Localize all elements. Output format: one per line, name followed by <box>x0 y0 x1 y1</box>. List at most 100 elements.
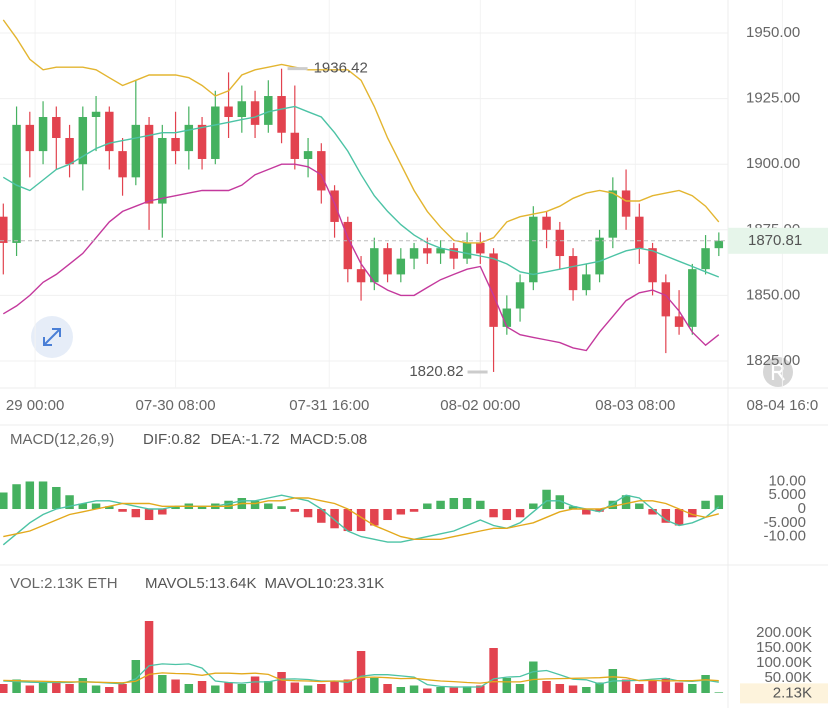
min-label: 1820.82 <box>409 363 463 380</box>
volume-bar <box>277 672 286 693</box>
macd-bar <box>701 500 710 510</box>
macd-title: MACD(12,26,9) <box>10 431 114 448</box>
volume-bar <box>674 682 684 693</box>
volume-bar <box>476 685 485 693</box>
candle-body <box>383 248 392 275</box>
macd-bar <box>449 498 459 510</box>
macd-line <box>3 497 719 540</box>
macd-bar <box>515 509 525 518</box>
current-price-box <box>728 227 828 254</box>
macd-bar <box>317 509 326 523</box>
candle-body <box>65 137 74 165</box>
x-tick-label: 07-30 08:00 <box>136 397 216 414</box>
macd-bar <box>383 509 392 521</box>
legend-entry: MACD:5.08 <box>290 431 368 448</box>
candle-body <box>648 248 657 283</box>
macd-bar <box>343 509 353 532</box>
candle-body <box>409 248 419 259</box>
y-tick-label: 150.00K <box>756 639 812 656</box>
candle-body <box>197 124 207 159</box>
volume-bar <box>542 681 551 693</box>
macd-bar <box>423 503 432 510</box>
volume-bar <box>409 685 419 693</box>
volume-bar <box>648 681 657 693</box>
macd-bar <box>105 506 114 510</box>
volume-bar <box>224 682 233 693</box>
volume-bar <box>91 685 101 693</box>
macd-bar <box>250 500 260 510</box>
candle-body <box>608 190 618 238</box>
candle-body <box>25 124 35 152</box>
expand-button[interactable] <box>31 316 73 358</box>
macd-bar <box>65 495 74 510</box>
candle-body <box>688 269 697 327</box>
macd-bar <box>171 506 180 510</box>
candle-body <box>144 124 154 204</box>
macd-bar <box>462 498 472 510</box>
macd-bar <box>131 509 141 518</box>
volume-bar <box>555 684 565 693</box>
boll-line <box>2 19 720 244</box>
volume-title: VOL:2.13K ETH <box>10 575 118 592</box>
logo-button[interactable] <box>763 357 793 387</box>
volume-bar <box>38 682 48 693</box>
candle-body <box>674 316 684 327</box>
boll-line <box>2 105 720 278</box>
y-tick-label: 1850.00 <box>746 286 800 303</box>
volume-bar <box>317 684 326 693</box>
macd-bar <box>303 509 313 518</box>
candle-body <box>118 151 127 178</box>
macd-bar <box>648 509 657 515</box>
macd-bar <box>224 500 233 510</box>
y-tick-label: -10.00 <box>763 528 806 545</box>
macd-bar <box>25 481 35 510</box>
y-tick-label: 1825.00 <box>746 352 800 369</box>
legend-entry: MAVOL10:23.31K <box>264 575 384 592</box>
candle-body <box>290 132 300 159</box>
macd-bar <box>542 489 551 510</box>
macd-bar <box>370 509 379 526</box>
max-label: 1936.42 <box>314 60 368 77</box>
volume-bar <box>383 684 392 693</box>
volume-bar <box>356 651 366 693</box>
candle-body <box>12 124 21 243</box>
candle-body <box>502 308 512 327</box>
volume-bar <box>171 679 180 693</box>
volume-bar <box>449 687 459 693</box>
candle-body <box>224 106 233 118</box>
volume-bar <box>65 684 74 693</box>
volume-bar <box>330 681 339 693</box>
volume-bar <box>158 675 167 693</box>
macd-bar <box>78 503 88 510</box>
candle-body <box>462 242 472 259</box>
volume-bar <box>714 692 724 693</box>
volume-bar <box>688 684 697 693</box>
y-tick-label: 200.00K <box>756 624 812 641</box>
volume-bar <box>303 685 313 693</box>
macd-bar <box>436 500 445 510</box>
macd-bar <box>158 509 167 515</box>
volume-bar <box>12 679 21 693</box>
candle-body <box>91 111 101 118</box>
current-volume-box <box>740 683 828 704</box>
macd-bar <box>688 509 697 518</box>
volume-bar <box>264 681 273 693</box>
y-tick-label: 1900.00 <box>746 155 800 172</box>
macd-bar <box>356 509 366 532</box>
candle-body <box>78 117 88 165</box>
volume-bar <box>237 684 247 693</box>
volume-bar <box>635 684 644 693</box>
macd-bar <box>489 509 498 518</box>
macd-bar <box>635 503 644 510</box>
volume-bar <box>370 678 379 693</box>
candle-body <box>529 216 538 283</box>
candle-body <box>184 124 194 152</box>
candle-body <box>277 96 286 133</box>
y-tick-label: 50.00K <box>764 669 812 686</box>
volume-bar <box>184 684 194 693</box>
volume-bar <box>582 687 591 693</box>
macd-bar <box>38 481 48 510</box>
legend-entry: DIF:0.82 <box>143 431 201 448</box>
candle-body <box>317 151 326 191</box>
